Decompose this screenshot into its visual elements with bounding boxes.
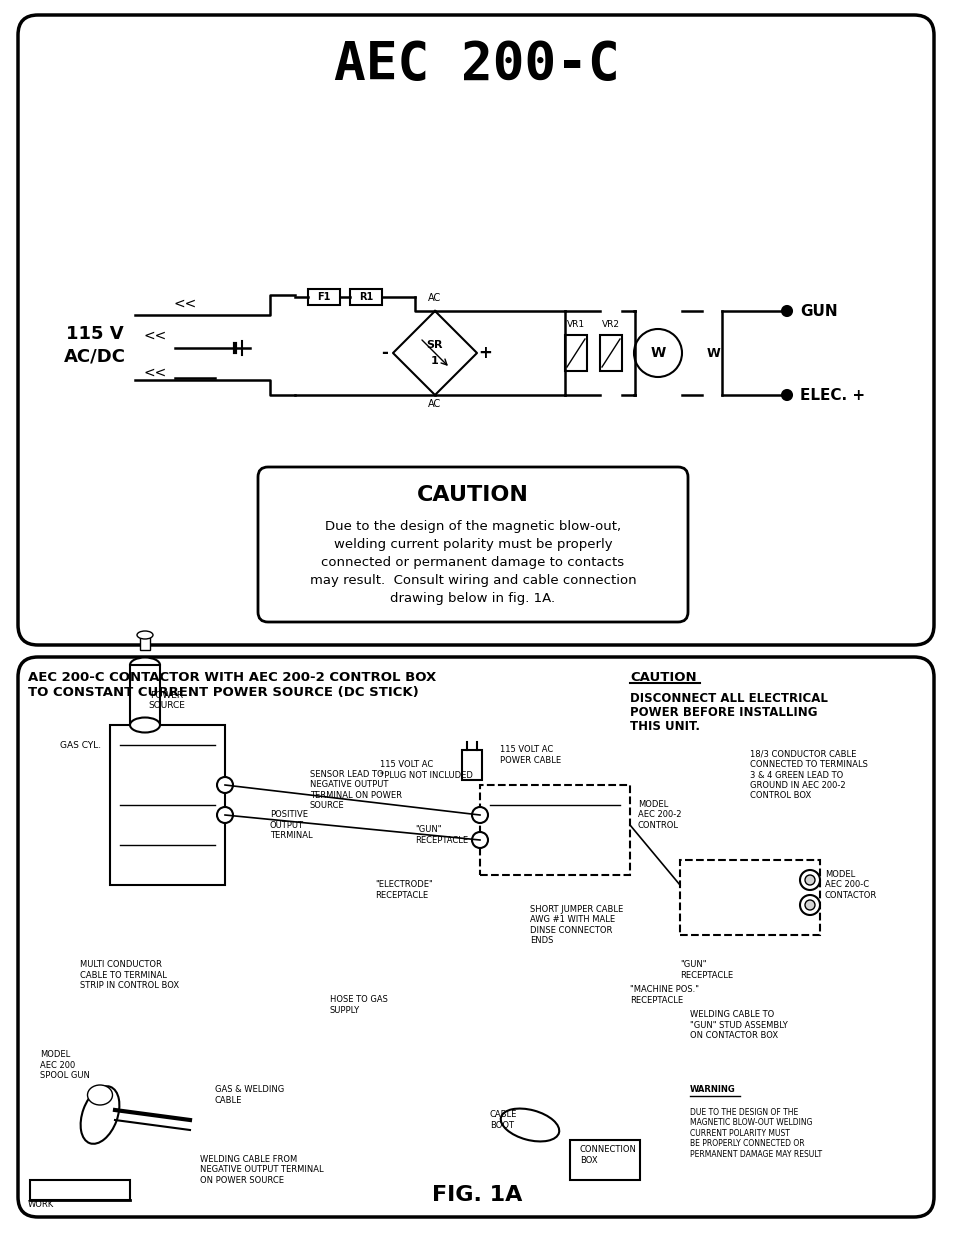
Circle shape: [472, 806, 488, 823]
Text: -: -: [381, 345, 388, 362]
Circle shape: [804, 900, 814, 910]
Text: MODEL
AEC 200-C
CONTACTOR: MODEL AEC 200-C CONTACTOR: [824, 869, 877, 900]
Text: AC: AC: [428, 399, 441, 409]
Text: "GUN"
RECEPTACLE: "GUN" RECEPTACLE: [679, 961, 732, 979]
Text: FIG. 1A: FIG. 1A: [432, 1186, 521, 1205]
Text: CAUTION: CAUTION: [629, 671, 696, 683]
Text: WELDING CABLE FROM
NEGATIVE OUTPUT TERMINAL
ON POWER SOURCE: WELDING CABLE FROM NEGATIVE OUTPUT TERMI…: [200, 1155, 323, 1184]
Text: SHORT JUMPER CABLE
AWG #1 WITH MALE
DINSE CONNECTOR
ENDS: SHORT JUMPER CABLE AWG #1 WITH MALE DINS…: [530, 905, 622, 945]
Text: POSITIVE
OUTPUT
TERMINAL: POSITIVE OUTPUT TERMINAL: [270, 810, 313, 840]
Bar: [350, 289, 381, 305]
Bar: [479, 785, 629, 876]
Text: MODEL
AEC 200-2
CONTROL: MODEL AEC 200-2 CONTROL: [638, 800, 680, 830]
Text: DISCONNECT ALL ELECTRICAL: DISCONNECT ALL ELECTRICAL: [629, 692, 827, 704]
Text: GAS CYL.: GAS CYL.: [60, 741, 101, 750]
Text: <<: <<: [173, 296, 196, 311]
Text: CABLE
BOOT: CABLE BOOT: [490, 1110, 517, 1130]
Text: WARNING: WARNING: [689, 1086, 735, 1094]
Text: AC: AC: [428, 293, 441, 303]
Text: SR: SR: [426, 340, 443, 350]
Text: 115 VOLT AC
POWER CABLE: 115 VOLT AC POWER CABLE: [499, 745, 560, 764]
Text: AEC 200-C: AEC 200-C: [334, 40, 619, 91]
Text: VR2: VR2: [601, 320, 619, 329]
Text: "GUN"
RECEPTACLE: "GUN" RECEPTACLE: [415, 825, 468, 845]
Ellipse shape: [88, 1086, 112, 1105]
Circle shape: [472, 832, 488, 848]
Bar: [140, 635, 150, 650]
Text: ELEC. +: ELEC. +: [800, 388, 864, 403]
Circle shape: [781, 306, 791, 316]
Bar: [599, 335, 621, 370]
Circle shape: [216, 806, 233, 823]
Text: +: +: [477, 345, 492, 362]
Circle shape: [804, 876, 814, 885]
Text: CAUTION: CAUTION: [416, 485, 528, 505]
Circle shape: [800, 869, 820, 890]
Bar: [461, 750, 481, 781]
Text: 115 VOLT AC
*PLUG NOT INCLUDED: 115 VOLT AC *PLUG NOT INCLUDED: [379, 761, 473, 779]
Text: W: W: [650, 346, 665, 359]
Text: 18/3 CONDUCTOR CABLE
CONNECTED TO TERMINALS
3 & 4 GREEN LEAD TO
GROUND IN AEC 20: 18/3 CONDUCTOR CABLE CONNECTED TO TERMIN…: [749, 750, 867, 800]
Ellipse shape: [500, 1109, 558, 1141]
Circle shape: [216, 777, 233, 793]
Circle shape: [800, 895, 820, 915]
Ellipse shape: [81, 1086, 119, 1144]
Text: CONNECTION
BOX: CONNECTION BOX: [579, 1145, 637, 1165]
Bar: [564, 335, 586, 370]
Text: Due to the design of the magnetic blow-out,
welding current polarity must be pro: Due to the design of the magnetic blow-o…: [310, 520, 636, 605]
Text: THIS UNIT.: THIS UNIT.: [629, 720, 700, 732]
Text: "ELECTRODE"
RECEPTACLE: "ELECTRODE" RECEPTACLE: [375, 881, 433, 900]
Bar: [308, 289, 339, 305]
Text: TO CONSTANT CURRENT POWER SOURCE (DC STICK): TO CONSTANT CURRENT POWER SOURCE (DC STI…: [28, 685, 418, 699]
Text: MULTI CONDUCTOR
CABLE TO TERMINAL
STRIP IN CONTROL BOX: MULTI CONDUCTOR CABLE TO TERMINAL STRIP …: [80, 960, 179, 990]
Bar: [569, 1140, 639, 1179]
Text: VR1: VR1: [566, 320, 584, 329]
Text: W: W: [706, 347, 720, 359]
Ellipse shape: [137, 631, 152, 638]
Text: GUN: GUN: [800, 304, 837, 319]
Bar: [679, 860, 820, 935]
Text: DUE TO THE DESIGN OF THE
MAGNETIC BLOW-OUT WELDING
CURRENT POLARITY MUST
BE PROP: DUE TO THE DESIGN OF THE MAGNETIC BLOW-O…: [689, 1108, 821, 1158]
Circle shape: [781, 390, 791, 400]
Text: POWER
SOURCE: POWER SOURCE: [149, 690, 185, 710]
Text: WORK: WORK: [28, 1200, 54, 1209]
Text: <<: <<: [143, 366, 167, 380]
Text: WELDING CABLE TO
"GUN" STUD ASSEMBLY
ON CONTACTOR BOX: WELDING CABLE TO "GUN" STUD ASSEMBLY ON …: [689, 1010, 787, 1040]
Text: "MACHINE POS."
RECEPTACLE: "MACHINE POS." RECEPTACLE: [629, 986, 699, 1005]
Text: 115 V
AC/DC: 115 V AC/DC: [64, 325, 126, 366]
Text: F1: F1: [317, 291, 331, 303]
Text: R1: R1: [358, 291, 373, 303]
Text: MODEL
AEC 200
SPOOL GUN: MODEL AEC 200 SPOOL GUN: [40, 1050, 90, 1079]
Ellipse shape: [130, 657, 160, 673]
Bar: [30, 1179, 130, 1200]
Text: <<: <<: [143, 329, 167, 343]
Text: AEC 200-C CONTACTOR WITH AEC 200-2 CONTROL BOX: AEC 200-C CONTACTOR WITH AEC 200-2 CONTR…: [28, 671, 436, 683]
Bar: [110, 725, 225, 885]
Circle shape: [634, 329, 681, 377]
Bar: [130, 664, 160, 725]
Text: GAS & WELDING
CABLE: GAS & WELDING CABLE: [214, 1086, 284, 1104]
Text: SENSOR LEAD TO
NEGATIVE OUTPUT
TERMINAL ON POWER
SOURCE: SENSOR LEAD TO NEGATIVE OUTPUT TERMINAL …: [310, 769, 401, 810]
Text: 1: 1: [431, 356, 438, 366]
Text: HOSE TO GAS
SUPPLY: HOSE TO GAS SUPPLY: [330, 995, 388, 1015]
Ellipse shape: [130, 718, 160, 732]
Text: POWER BEFORE INSTALLING: POWER BEFORE INSTALLING: [629, 705, 817, 719]
